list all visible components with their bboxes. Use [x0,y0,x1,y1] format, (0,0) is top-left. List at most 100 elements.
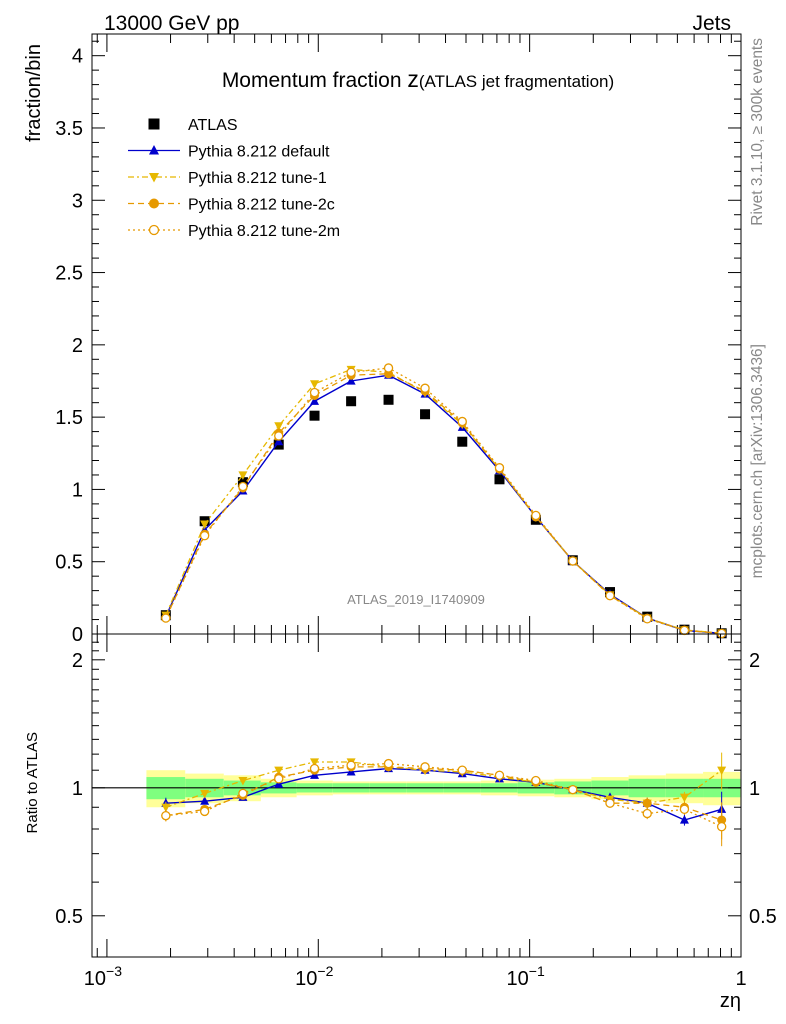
x-tick-label: 10−3 [84,963,122,990]
y-tick-label: 4 [72,46,83,68]
y-tick-label: 1 [72,479,83,501]
data-point-1-5 [346,376,356,385]
ratio-plot-frame [91,633,742,958]
data-point-4-13 [642,614,652,624]
ratio-y-tick-label: 0.5 [55,906,83,928]
series-line-1 [165,374,722,634]
ratio-point-3-12 [605,798,615,808]
legend-marker-1 [149,145,159,155]
data-point-1-3 [274,436,284,446]
ratio-point-1-4 [310,758,320,767]
data-point-4-14 [679,625,690,636]
data-point-0-4 [309,410,320,421]
data-point-4-15 [716,628,727,639]
ratio-point-1-3 [274,766,284,776]
ratio-point-3-13 [642,808,652,819]
x-tick-label: 10−1 [507,963,545,990]
ratio-y-tick-label-right: 2 [749,650,760,672]
legend-marker-0 [148,118,160,130]
x-axis-label: zη [720,990,741,1012]
main-title-subtitle: (ATLAS jet fragmentation) [419,72,614,91]
ratio-point-1-14 [679,793,689,803]
main-title-variable: z [407,66,419,92]
ratio-y-tick-label-right: 0.5 [749,906,777,928]
data-point-2-4 [310,380,320,389]
ratio-point-3-9 [494,770,505,781]
side-label-mcplots: mcplots.cern.ch [arXiv:1306.3436] [749,344,766,578]
data-point-2-2 [238,471,248,480]
legend-label-1: Pythia 8.212 default [188,144,330,161]
data-point-4-6 [383,363,394,373]
legend-marker-4 [148,224,160,236]
main-title-text: Momentum fraction [222,69,408,92]
x-tick-label: 10−2 [295,963,333,990]
ratio-point-3-3 [274,774,284,784]
ratio-point-1-2 [238,776,248,786]
ratio-line-0 [165,767,722,821]
y-axis-label-top: fraction/bin [23,44,45,142]
legend-marker-2 [149,173,159,183]
main-title: Momentum fraction z(ATLAS jet fragmentat… [222,66,614,92]
data-point-4-11 [568,556,578,566]
ratio-point-3-14 [679,804,690,815]
x-tick-label-base: 1 [735,968,746,990]
ratio-point-1-1 [200,789,210,799]
x-tick-label-base: 10 [507,968,529,990]
ratio-point-1-15 [717,766,727,776]
ratio-point-2-13 [642,798,652,808]
data-point-0-5 [346,396,357,407]
ratio-y-tick-label: 2 [72,650,83,672]
legend-label-4: Pythia 8.212 tune-2m [188,223,340,240]
ratio-panel-axes: 0.5 0.51 12 210−3 10−2 10−1 1 [55,633,777,990]
ratio-point-3-11 [568,784,578,795]
ratio-point-3-10 [531,775,541,786]
legend-label-0: ATLAS [188,117,238,134]
x-tick-label-exponent: −1 [529,963,545,979]
y-tick-label: 0 [72,624,83,646]
series-line-2 [165,368,722,634]
legend-marker-3 [149,198,159,209]
data-point-4-7 [420,383,430,393]
x-tick-label-exponent: −2 [317,963,333,979]
data-point-4-9 [494,463,505,473]
ratio-y-tick-label-right: 1 [749,778,760,800]
data-point-2-3 [274,422,284,431]
x-tick-label: 1 [735,968,746,990]
data-point-0-9 [494,474,505,485]
data-point-4-1 [199,530,210,541]
ratio-point-3-6 [383,758,394,769]
top-panel-series [160,363,727,639]
ratio-point-3-4 [309,763,320,774]
header-right: Jets [692,12,731,35]
y-tick-label: 2.5 [55,263,83,285]
x-tick-label-base: 10 [295,968,317,990]
y-tick-label: 1.5 [55,407,83,429]
ratio-panel-series [161,752,727,847]
series-line-3 [165,373,722,635]
y-tick-label: 2 [72,335,83,357]
data-point-2-1 [200,520,210,530]
ratio-point-0-14 [679,815,689,824]
analysis-label: ATLAS_2019_I1740909 [347,592,485,607]
data-point-4-12 [605,590,615,601]
ratio-point-3-15 [716,822,727,832]
data-point-1-4 [310,396,320,405]
ratio-point-0-1 [200,796,210,805]
x-tick-label-base: 10 [84,968,106,990]
ratio-point-3-7 [420,762,430,772]
ratio-point-3-1 [199,806,210,817]
data-point-0-7 [420,409,431,420]
ratio-point-1-0 [161,803,171,813]
data-point-4-2 [238,481,248,492]
y-tick-label: 0.5 [55,552,83,574]
data-point-4-10 [531,510,541,521]
data-point-4-0 [161,613,171,623]
data-point-0-6 [383,394,394,405]
data-point-4-3 [274,431,284,441]
ratio-point-3-5 [346,760,356,770]
data-point-4-5 [346,367,356,378]
side-label-rivet: Rivet 3.1.10, ≥ 300k events [749,38,766,226]
data-point-0-8 [457,436,468,447]
y-tick-label: 3 [72,190,83,212]
